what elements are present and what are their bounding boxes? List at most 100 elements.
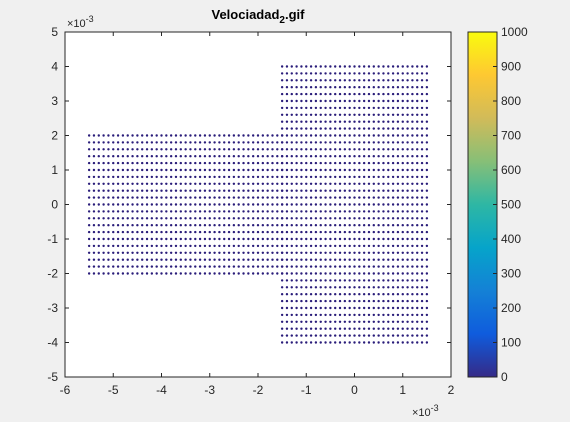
data-point (329, 299, 332, 303)
data-point (382, 258, 385, 261)
data-point (329, 258, 332, 261)
y-tick-label: -5 (47, 370, 58, 384)
data-point (107, 168, 110, 172)
data-point (290, 155, 293, 158)
data-point (213, 244, 216, 248)
data-point (411, 106, 414, 110)
data-point (300, 279, 303, 282)
data-point (334, 182, 337, 185)
data-point (348, 286, 351, 289)
data-point (189, 189, 192, 192)
data-point (232, 210, 236, 213)
data-point (353, 334, 356, 337)
data-point (362, 127, 366, 130)
data-point (232, 272, 236, 275)
data-point (189, 237, 192, 241)
data-point (208, 244, 211, 248)
data-point (112, 217, 115, 220)
data-point (300, 286, 303, 289)
data-point (223, 175, 226, 179)
data-point (348, 175, 351, 179)
data-point (276, 189, 279, 192)
data-point (189, 168, 192, 172)
data-point (338, 65, 342, 68)
data-point (367, 313, 371, 317)
data-point (102, 161, 105, 165)
data-point (411, 299, 414, 303)
data-point (266, 161, 269, 165)
data-point (97, 203, 100, 206)
data-point (362, 265, 366, 268)
data-point (343, 313, 347, 317)
data-point (280, 106, 284, 110)
data-point (377, 79, 380, 82)
data-point (174, 230, 178, 234)
data-point (362, 327, 366, 330)
data-point (131, 210, 134, 213)
data-point (145, 175, 149, 179)
data-point (174, 148, 178, 151)
data-point (309, 148, 313, 151)
data-point (131, 251, 134, 254)
data-point (382, 141, 385, 144)
data-point (391, 251, 395, 254)
data-point (391, 120, 395, 123)
data-point (411, 217, 414, 220)
data-point (290, 210, 293, 213)
data-point (300, 92, 303, 96)
data-point (406, 286, 409, 289)
data-point (155, 251, 158, 254)
data-point (343, 168, 347, 172)
data-point (391, 320, 395, 323)
data-point (314, 279, 318, 282)
data-point (150, 175, 154, 179)
data-point (213, 161, 216, 165)
data-point (261, 189, 265, 192)
data-point (314, 161, 318, 165)
data-point (305, 175, 308, 179)
data-point (319, 210, 322, 213)
data-point (353, 293, 356, 296)
data-point (102, 230, 105, 234)
data-point (300, 196, 303, 199)
data-point (285, 79, 289, 82)
data-point (141, 272, 144, 275)
data-point (358, 148, 361, 151)
data-point (295, 65, 298, 68)
data-point (300, 134, 303, 137)
data-point (416, 134, 419, 137)
data-point (271, 272, 274, 275)
data-point (382, 189, 385, 192)
data-point (416, 168, 419, 172)
data-point (285, 175, 289, 179)
data-point (406, 148, 409, 151)
data-point (314, 224, 318, 227)
data-point (112, 237, 115, 241)
data-point (305, 168, 308, 172)
data-point (112, 182, 115, 185)
data-point (314, 86, 318, 89)
data-point (290, 272, 293, 275)
data-point (251, 182, 255, 185)
data-point (382, 279, 385, 282)
data-point (102, 155, 105, 158)
data-point (338, 327, 342, 330)
data-point (348, 334, 351, 337)
data-point (324, 279, 327, 282)
data-point (208, 251, 211, 254)
data-point (324, 106, 327, 110)
data-point (358, 92, 361, 96)
data-point (213, 230, 216, 234)
data-point (396, 251, 400, 254)
colorbar (467, 31, 498, 378)
data-point (227, 168, 231, 172)
data-point (136, 168, 139, 172)
data-point (401, 113, 404, 117)
data-point (367, 189, 371, 192)
data-point (92, 230, 96, 234)
data-point (247, 210, 250, 213)
data-point (300, 182, 303, 185)
data-point (425, 265, 429, 268)
data-point (338, 148, 342, 151)
